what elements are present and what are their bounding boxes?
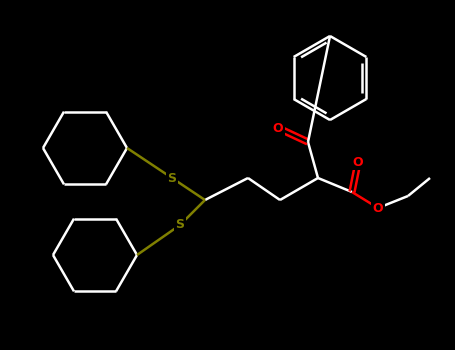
Text: O: O bbox=[353, 155, 363, 168]
Text: O: O bbox=[373, 202, 383, 215]
Text: S: S bbox=[167, 172, 177, 184]
Text: O: O bbox=[273, 121, 283, 134]
Text: S: S bbox=[176, 218, 184, 231]
